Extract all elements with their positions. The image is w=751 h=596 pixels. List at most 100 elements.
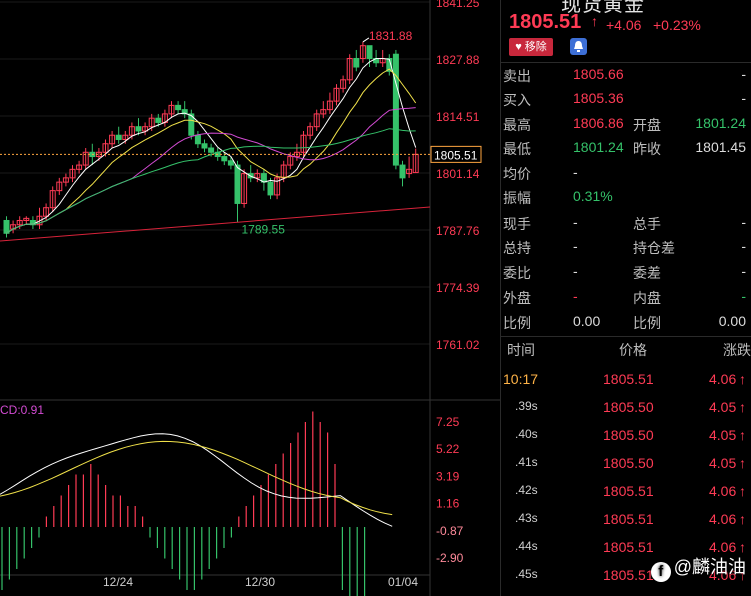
quote-label: 开盘 [633, 117, 661, 133]
candle-body [406, 168, 413, 175]
candle-body [181, 109, 188, 115]
candle-body [188, 113, 195, 136]
trade-change: 4.06 [709, 483, 737, 499]
candle-body [227, 160, 234, 166]
quote-row: 总持 - 持仓差 - [501, 234, 751, 259]
candle-body [102, 143, 109, 153]
trade-change: 4.05 [709, 455, 737, 471]
candle-body [300, 134, 307, 153]
candle-body [234, 164, 241, 204]
date-label: 12/24 [103, 575, 133, 589]
up-arrow-icon: ↑ [739, 371, 746, 387]
up-arrow-icon: ↑ [739, 399, 746, 415]
ma-line [6, 58, 417, 234]
quote-row: 委比 - 委差 - [501, 259, 751, 284]
trade-row: .39s 1805.50 4.05 ↑ [501, 394, 751, 422]
trade-price: 1805.51 [603, 567, 654, 583]
quote-value: 0.00 [573, 313, 601, 329]
ma-line [6, 128, 416, 234]
quote-label: 最高 [503, 117, 531, 133]
price-axis-label: 1801.14 [436, 167, 480, 181]
trade-header-change: 涨跌 [723, 342, 751, 358]
trade-time: 10:17 [503, 371, 539, 387]
watermark: f @麟油油 [650, 553, 746, 582]
trade-time: .43s [515, 511, 538, 525]
trade-header-time: 时间 [507, 342, 535, 358]
remove-watchlist-button[interactable]: ♥ 移除 [509, 38, 553, 56]
trade-time: .39s [515, 399, 538, 413]
trade-time: .41s [515, 455, 538, 469]
macd-axis-label: 3.19 [436, 469, 460, 483]
quote-row: 最低 1801.24 昨收 1801.45 [501, 135, 751, 160]
candle-body [241, 173, 248, 204]
macd-axis-label: 1.16 [436, 497, 460, 511]
trade-change: 4.05 [709, 427, 737, 443]
date-label: 01/04 [388, 575, 418, 589]
candle-body [399, 164, 406, 179]
quote-value: - [741, 214, 746, 230]
quote-label: 振幅 [503, 190, 531, 206]
quote-value: - [573, 214, 578, 230]
candle-body [320, 109, 327, 115]
price-axis-label: 1761.02 [436, 338, 480, 352]
quote-value: - [573, 288, 578, 304]
candle-body [208, 147, 215, 153]
quote-label: 委比 [503, 265, 531, 281]
trade-row: .43s 1805.51 4.06 ↑ [501, 506, 751, 534]
trade-price: 1805.50 [603, 399, 654, 415]
candle-body [69, 168, 76, 179]
quote-row: 卖出 1805.66 - [501, 62, 751, 87]
alert-bell-button[interactable] [570, 38, 587, 55]
trade-price: 1805.50 [603, 455, 654, 471]
candle-body [175, 104, 182, 111]
candle-body [346, 57, 353, 81]
high-marker [362, 37, 370, 43]
quote-row: 最高 1806.86 开盘 1801.24 [501, 111, 751, 136]
candle-body [194, 134, 201, 145]
price-change: +4.06 [606, 17, 642, 33]
macd-axis-label: 5.22 [436, 442, 460, 456]
quote-row: 均价 - [501, 160, 751, 185]
candle-body [115, 134, 122, 140]
candle-body [135, 126, 142, 132]
quote-label: 持仓差 [633, 240, 675, 256]
candle-body [353, 57, 360, 68]
trade-change: 4.06 [709, 371, 737, 387]
kline-chart[interactable]: 1841.25 1827.88 1814.51 1801.14 1787.76 1774.… [0, 0, 500, 596]
quote-label: 最低 [503, 141, 531, 157]
trade-change: 4.06 [709, 511, 737, 527]
macd-axis-label: -0.87 [436, 524, 464, 538]
quote-label: 总手 [633, 216, 661, 232]
quote-value: 0.00 [718, 313, 746, 329]
trade-price: 1805.51 [603, 371, 654, 387]
quote-row: 振幅 0.31% [501, 184, 751, 209]
candle-body [56, 181, 63, 192]
quote-label: 卖出 [503, 68, 531, 84]
trade-row: .42s 1805.51 4.06 ↑ [501, 478, 751, 506]
trade-row: .41s 1805.50 4.05 ↑ [501, 450, 751, 478]
up-arrow-icon: ↑ [739, 455, 746, 471]
quote-value: - [741, 263, 746, 279]
quote-value: 1805.36 [573, 90, 624, 106]
candle-body [359, 45, 366, 59]
trade-time: .42s [515, 483, 538, 497]
candle-body [386, 57, 393, 72]
quote-row: 外盘 - 内盘 - [501, 284, 751, 309]
quote-row: 买入 1805.36 - [501, 86, 751, 111]
high-label: 1831.88 [369, 29, 413, 43]
trade-row: 10:17 1805.51 4.06 ↑ [501, 366, 751, 394]
quote-value: - [741, 238, 746, 254]
candle-body [201, 143, 208, 149]
divider [501, 336, 751, 337]
last-price: 1805.51 [509, 11, 582, 33]
candle-body [76, 164, 83, 170]
candle-body [293, 151, 300, 158]
date-label: 12/30 [245, 575, 275, 589]
quote-value: - [741, 66, 746, 82]
candle-body [340, 79, 347, 89]
candle-body [122, 134, 129, 140]
quote-value: - [573, 238, 578, 254]
kline-chart-pane[interactable]: 1841.25 1827.88 1814.51 1801.14 1787.76 1774.… [0, 0, 500, 596]
divider [501, 62, 751, 63]
candle-body [254, 173, 261, 179]
